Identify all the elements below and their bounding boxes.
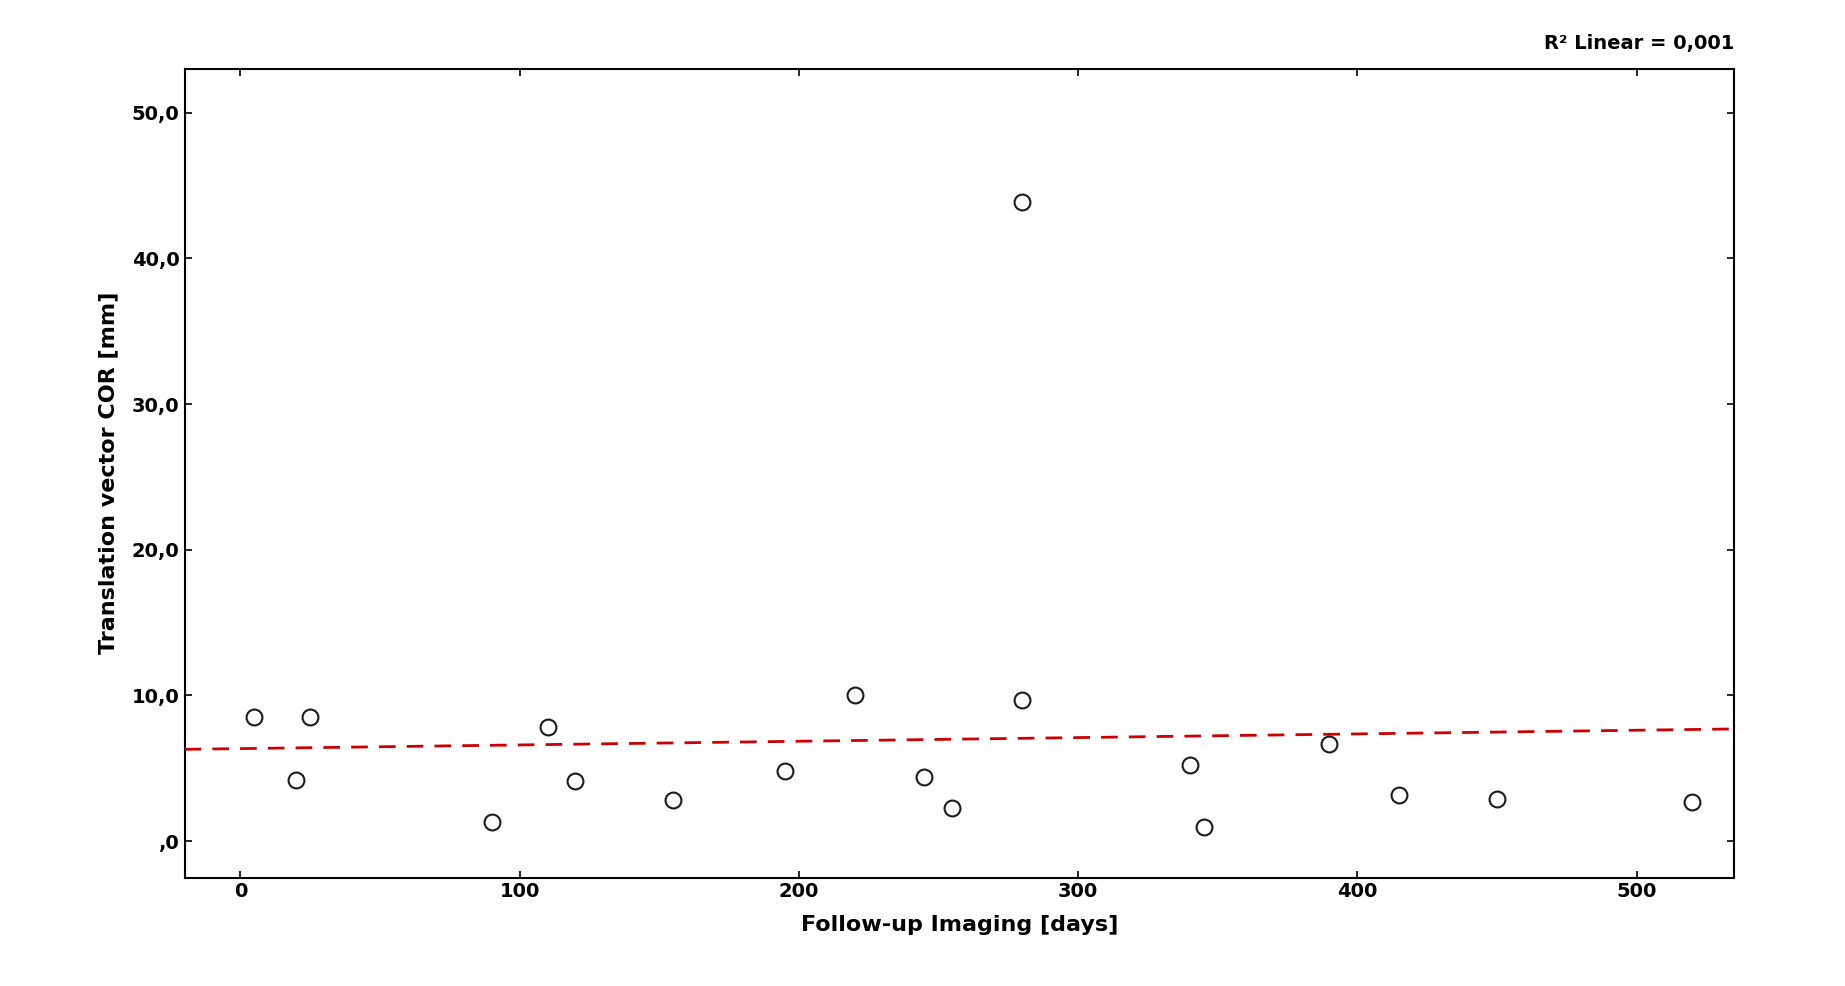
Point <box>1482 791 1511 807</box>
Point <box>240 709 269 725</box>
Point <box>910 769 939 785</box>
Point <box>839 687 869 703</box>
Point <box>1384 787 1413 803</box>
Point <box>295 709 325 725</box>
Point <box>1007 692 1037 708</box>
X-axis label: Follow-up Imaging [days]: Follow-up Imaging [days] <box>801 915 1118 936</box>
Point <box>659 793 688 809</box>
Point <box>533 720 563 736</box>
Point <box>1007 193 1037 209</box>
Y-axis label: Translation vector COR [mm]: Translation vector COR [mm] <box>98 292 118 655</box>
Point <box>476 814 506 830</box>
Point <box>937 800 967 815</box>
Text: R² Linear = 0,001: R² Linear = 0,001 <box>1544 34 1734 53</box>
Point <box>561 773 590 789</box>
Point <box>769 763 799 779</box>
Point <box>1175 757 1205 773</box>
Point <box>1315 736 1345 751</box>
Point <box>282 772 312 788</box>
Point <box>1677 794 1707 810</box>
Point <box>1188 818 1218 834</box>
